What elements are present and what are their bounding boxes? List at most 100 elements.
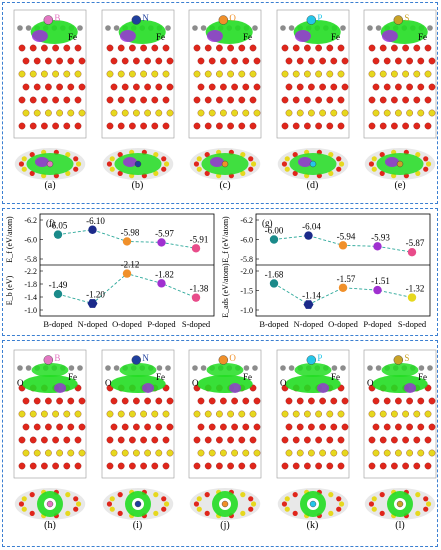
data-label: -5.98 <box>121 227 140 237</box>
x-tick-label: N-doped <box>294 319 324 329</box>
y-tick-label: -6.0 <box>240 236 253 245</box>
structure-drawing: N Fe O <box>101 349 174 520</box>
panel-label: (j) <box>220 520 230 531</box>
data-label: -1.68 <box>265 269 284 279</box>
panel-label: (h) <box>44 520 56 531</box>
panel-label: (k) <box>306 520 319 531</box>
fe-label: Fe <box>243 372 252 382</box>
fe-label: Fe <box>243 32 252 42</box>
y-axis-label: E_f (eV/atom) <box>5 216 14 263</box>
data-point <box>122 237 132 246</box>
structure-cell: P Fe O (k) <box>271 348 355 531</box>
top-structures-panel <box>2 2 438 204</box>
fe-label: Fe <box>418 372 427 382</box>
dopant-label: S <box>404 13 409 23</box>
dopant-atom <box>218 355 229 365</box>
data-point <box>157 279 166 288</box>
y-tick-label: -5.8 <box>240 255 253 264</box>
dopant-label: P <box>317 13 322 23</box>
dopant-label: P <box>317 353 322 363</box>
x-tick-label: P-doped <box>363 319 392 329</box>
dopant-atom <box>43 15 54 25</box>
data-label: -5.94 <box>337 231 356 241</box>
series-line <box>273 283 413 306</box>
chart-panel-label: (f) <box>46 218 55 228</box>
x-tick-label: P-doped <box>147 319 176 329</box>
structure-drawing: N Fe <box>101 9 174 180</box>
y-tick-label: -1.8 <box>24 280 37 289</box>
bottom-structures-panel <box>2 340 438 547</box>
structure-drawing: S Fe <box>363 9 437 180</box>
x-tick-label: N-doped <box>78 319 108 329</box>
dopant-atom <box>43 355 54 365</box>
data-label: -1.14 <box>302 291 321 301</box>
o-label: O <box>105 378 112 388</box>
fe-label: Fe <box>156 32 165 42</box>
fe-label: Fe <box>68 32 77 42</box>
data-point <box>53 230 63 239</box>
fe-label: Fe <box>331 32 340 42</box>
data-label: -5.93 <box>371 232 390 242</box>
data-label: -2.12 <box>121 260 140 270</box>
data-label: -6.00 <box>265 226 284 236</box>
panel-label: (c) <box>219 180 231 191</box>
data-point <box>191 244 201 253</box>
x-tick-label: S-doped <box>398 319 427 329</box>
panel-label: (a) <box>44 180 56 191</box>
panel-label: (i) <box>132 520 143 531</box>
o-label: O <box>280 378 287 388</box>
chart-f: -5.8 -6.0 -6.2 E_f (eV/atom) -6.05 -6.10 -5.98… <box>5 213 215 329</box>
dopant-label: O <box>229 13 236 23</box>
structure-drawing: B Fe O <box>13 349 87 520</box>
fe-label: Fe <box>156 372 165 382</box>
y-tick-label: -2.0 <box>240 267 253 276</box>
panel-label: (e) <box>394 180 406 191</box>
dopant-label: B <box>54 353 60 363</box>
panel-label: (d) <box>306 180 319 191</box>
structure-drawing: P Fe <box>276 9 349 180</box>
dopant-label: S <box>404 353 409 363</box>
dopant-label: N <box>142 353 149 363</box>
structure-drawing: P Fe O <box>276 349 349 520</box>
dopant-atom <box>393 15 404 25</box>
structure-cell: S Fe (e) <box>358 8 441 191</box>
chart-panel-label: (g) <box>262 218 273 228</box>
y-tick-label: -1.0 <box>240 306 253 315</box>
data-label: -1.32 <box>406 284 425 294</box>
dopant-atom <box>131 15 141 25</box>
o-label: O <box>17 378 24 388</box>
o-label: O <box>367 378 374 388</box>
data-label: -1.51 <box>371 276 390 286</box>
structure-cell: O Fe O (j) <box>183 348 267 531</box>
panel-label: (b) <box>131 180 144 191</box>
dopant-atom <box>306 355 316 365</box>
data-label: -5.91 <box>190 234 209 244</box>
data-label: -1.38 <box>190 284 209 294</box>
data-label: -6.04 <box>302 222 321 232</box>
data-point <box>88 225 97 234</box>
data-point <box>304 231 313 240</box>
x-tick-label: O-doped <box>328 319 358 329</box>
data-point <box>373 242 382 251</box>
charts-panel <box>2 208 438 336</box>
structure-drawing: S Fe O <box>363 349 437 520</box>
data-label: -1.49 <box>49 280 68 290</box>
dopant-atom <box>218 15 229 25</box>
data-label: -1.57 <box>337 274 356 284</box>
data-point <box>191 293 201 302</box>
y-axis-label: E_b (eV) <box>5 275 14 305</box>
structure-drawing: B Fe <box>13 9 87 180</box>
data-point <box>338 283 348 292</box>
data-label: -6.05 <box>49 221 68 231</box>
data-point <box>53 289 63 299</box>
structure-drawing: O Fe O <box>188 349 262 520</box>
dopant-label: B <box>54 13 60 23</box>
data-point <box>269 235 279 244</box>
data-point <box>157 238 166 247</box>
data-point <box>303 300 314 309</box>
y-tick-label: -6.0 <box>24 236 37 245</box>
y-tick-label: -1.4 <box>24 293 37 302</box>
data-label: -5.97 <box>155 228 174 238</box>
structure-cell: S Fe O (l) <box>358 348 441 531</box>
structure-cell: O Fe (c) <box>183 8 267 191</box>
